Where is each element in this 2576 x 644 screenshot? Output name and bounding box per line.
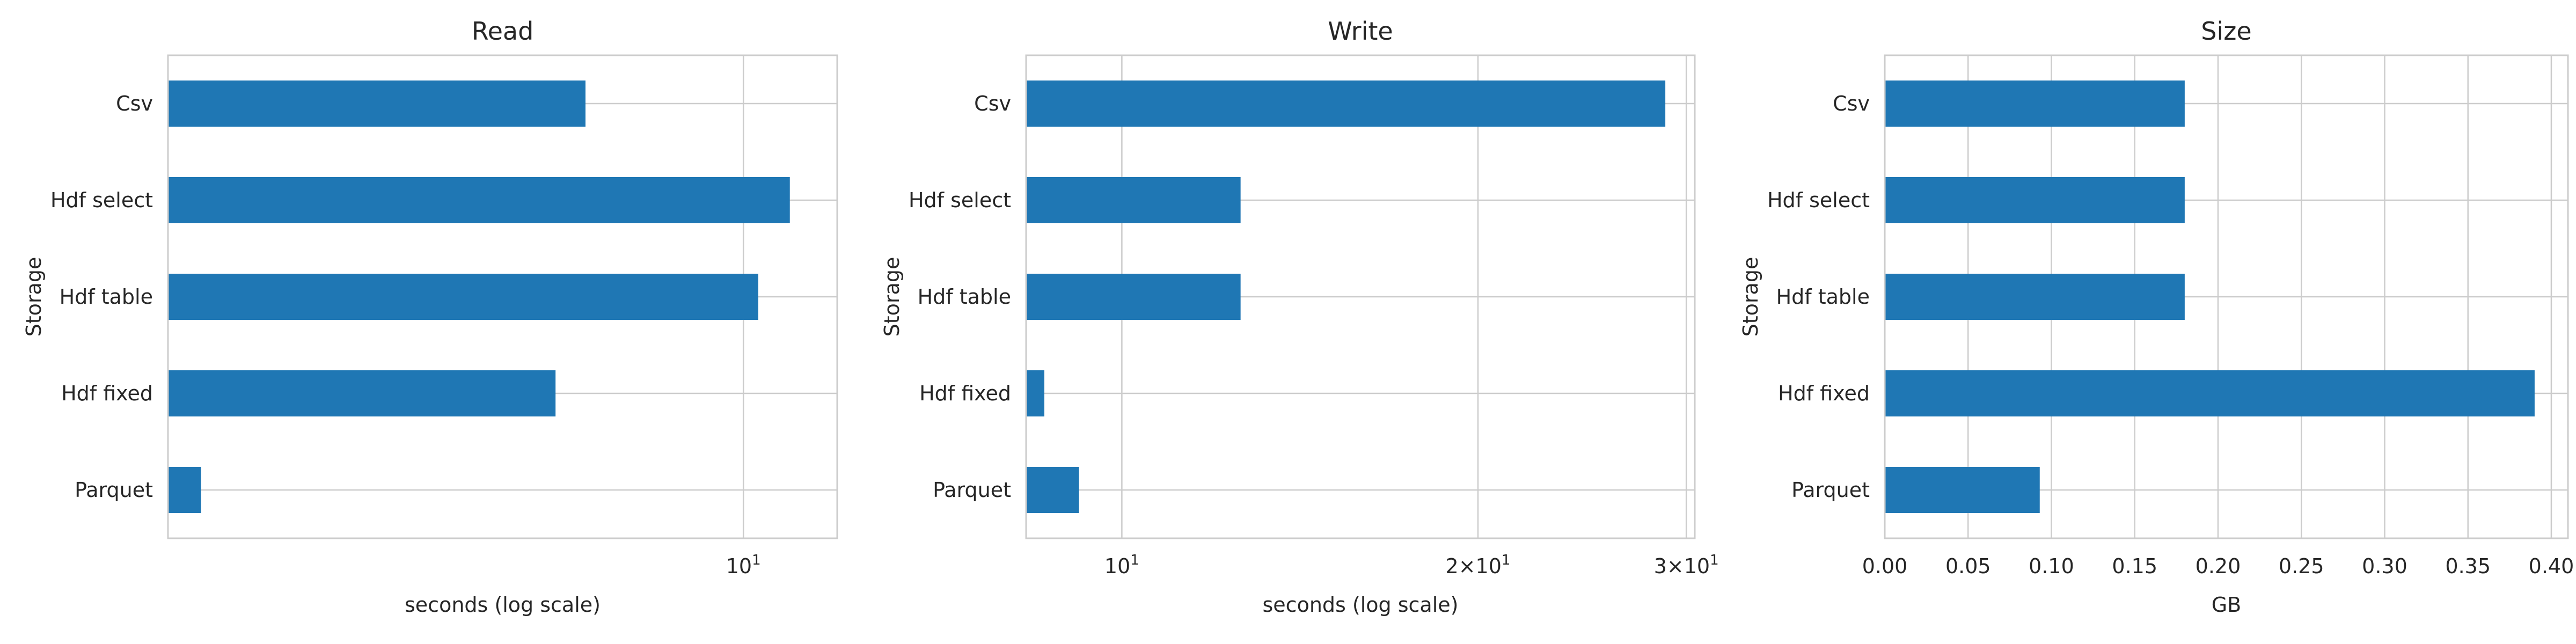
y-tick-label: Hdf table [918,285,1011,309]
y-axis-label: Storage [1739,257,1762,337]
bar-hdf-select [1026,177,1241,223]
x-axis-label: seconds (log scale) [405,593,601,617]
bar-parquet [1026,467,1079,513]
y-tick-label: Hdf select [50,188,153,212]
x-tick-label: 0.05 [1945,554,1991,578]
x-tick-label: 0.15 [2112,554,2157,578]
y-tick-label: Hdf fixed [61,382,153,405]
chart-panel-read: Csv Hdf select Hdf table Hdf fixed Parquet 10… [22,17,838,617]
x-tick-label: 0.40 [2529,554,2574,578]
bar-hdf-fixed [1026,370,1044,416]
y-axis-label: Storage [22,257,46,337]
y-tick-label: Hdf table [60,285,153,309]
bar-hdf-table [1026,274,1241,320]
y-tick-label: Hdf fixed [919,382,1011,405]
chart-title: Read [472,17,534,46]
bar-hdf-fixed [1885,370,2535,416]
y-tick-label: Hdf fixed [1778,382,1870,405]
bar-hdf-fixed [168,370,556,416]
y-tick-label: Csv [974,92,1011,115]
bar-parquet [1885,467,2040,513]
y-tick-label: Hdf table [1776,285,1870,309]
chart-title: Size [2201,17,2251,46]
plot-frame [167,54,838,539]
x-tick-label: 101 [1104,552,1139,578]
x-tick-label: 0.25 [2279,554,2324,578]
chart-panel-write: Csv Hdf select Hdf table Hdf fixed Parquet 10… [880,17,1719,617]
bar-parquet [168,467,201,513]
x-tick-label: 0.10 [2029,554,2074,578]
x-tick-label: 0.30 [2362,554,2407,578]
y-tick-label: Parquet [933,478,1011,502]
y-tick-label: Hdf select [909,188,1011,212]
plot-frame [1025,54,1696,539]
x-axis-label: GB [2212,593,2242,617]
plot-frame [1884,54,2569,539]
chart-panel-size: Csv Hdf select Hdf table Hdf fixed Parquet 0.… [1739,17,2574,617]
x-tick-label: 0.00 [1862,554,1908,578]
bar-hdf-select [1885,177,2185,223]
y-tick-label: Parquet [1791,478,1870,502]
y-tick-label: Csv [1833,92,1870,115]
x-tick-label: 0.35 [2445,554,2491,578]
y-axis-label: Storage [880,257,904,337]
x-tick-label: 0.20 [2196,554,2241,578]
bar-csv [168,80,586,127]
bar-hdf-select [168,177,790,223]
y-tick-label: Hdf select [1767,188,1870,212]
chart-title: Write [1328,17,1393,46]
x-tick-label: 3×101 [1654,552,1719,578]
bar-csv [1885,80,2185,127]
x-axis-label: seconds (log scale) [1263,593,1459,617]
bar-hdf-table [1885,274,2185,320]
x-tick-label: 2×101 [1446,552,1511,578]
y-tick-label: Csv [116,92,153,115]
bar-csv [1026,80,1666,127]
x-tick-label: 101 [726,552,761,578]
bar-hdf-table [168,274,758,320]
y-tick-label: Parquet [75,478,153,502]
